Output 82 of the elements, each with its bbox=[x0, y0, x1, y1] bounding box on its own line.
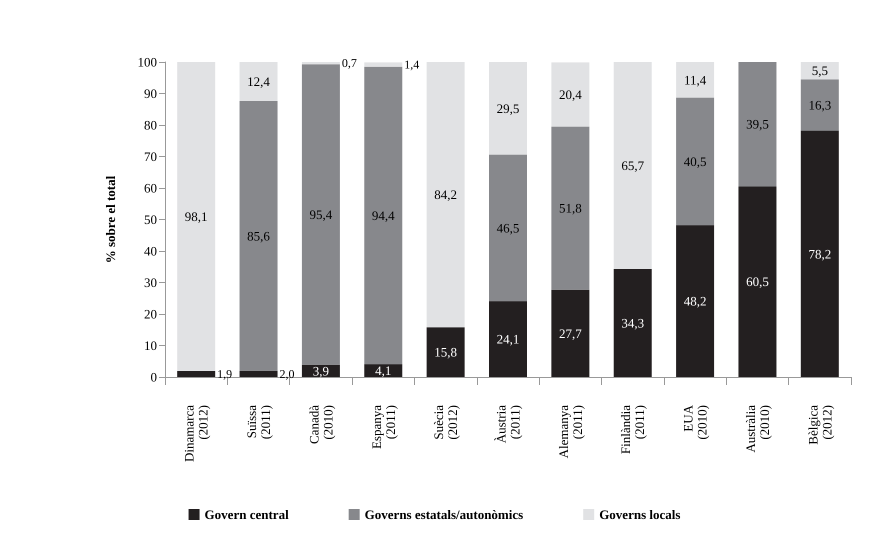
bar bbox=[800, 130, 839, 377]
bar bbox=[489, 301, 527, 377]
data-label: 16,3 bbox=[808, 97, 832, 112]
data-label: 15,8 bbox=[434, 344, 458, 360]
bar bbox=[800, 62, 839, 80]
bar bbox=[489, 62, 527, 155]
bar bbox=[240, 370, 278, 377]
bar bbox=[489, 154, 527, 302]
data-label: 85,6 bbox=[247, 228, 270, 244]
bar bbox=[426, 327, 465, 377]
x-tick-label: Suïssa (2011) bbox=[244, 404, 274, 440]
data-label: 60,5 bbox=[746, 274, 769, 290]
y-tick-label: 60 bbox=[144, 180, 157, 196]
bar bbox=[364, 66, 402, 364]
y-tick-label: 0 bbox=[150, 370, 157, 384]
x-tick-label: Suècia (2012) bbox=[431, 404, 460, 440]
y-tick-label: 50 bbox=[144, 212, 157, 227]
bar bbox=[738, 186, 776, 377]
data-label: 95,4 bbox=[310, 206, 333, 222]
bar bbox=[614, 268, 652, 377]
data-label: 78,2 bbox=[808, 246, 832, 262]
data-label: 20,4 bbox=[558, 86, 582, 102]
data-label: 29,5 bbox=[496, 100, 520, 116]
x-tick-label: Àustria (2011) bbox=[494, 404, 522, 444]
data-label: 65,7 bbox=[621, 158, 645, 173]
x-tick-label: Austràlia (2010) bbox=[742, 404, 772, 453]
x-tick-label: Canadà (2010) bbox=[306, 404, 336, 444]
y-tick-label: 100 bbox=[138, 54, 157, 70]
data-label: 46,5 bbox=[496, 220, 520, 236]
legend-label: Governs estatals/autonòmics bbox=[364, 507, 524, 522]
data-label: 24,1 bbox=[496, 332, 520, 347]
data-label: 94,4 bbox=[372, 208, 396, 223]
data-label: 3,9 bbox=[312, 363, 330, 378]
bar bbox=[676, 98, 714, 226]
y-tick-label: 10 bbox=[144, 338, 157, 353]
x-tick-label: Finlàndia (2011) bbox=[618, 404, 648, 454]
data-label: 5,5 bbox=[812, 63, 828, 78]
y-tick-label: 70 bbox=[144, 149, 157, 164]
bar bbox=[551, 290, 590, 377]
bar bbox=[551, 126, 590, 290]
y-tick-label: 80 bbox=[144, 118, 157, 132]
bar bbox=[240, 101, 278, 371]
y-tick-label: 90 bbox=[144, 86, 157, 101]
bar bbox=[240, 62, 278, 102]
data-label: 40,5 bbox=[684, 154, 706, 169]
y-axis-title: % sobre el total bbox=[103, 175, 118, 264]
x-tick-label: Bèlgica (2012) bbox=[805, 404, 834, 445]
data-label: 51,8 bbox=[558, 200, 582, 216]
data-label: 1,9 bbox=[217, 367, 232, 382]
legend-label: Govern central bbox=[204, 507, 290, 522]
x-tick-label: Dinamarca (2012) bbox=[182, 404, 211, 462]
x-tick-label: EUA (2010) bbox=[680, 404, 710, 440]
bar bbox=[177, 62, 216, 372]
data-label: 27,7 bbox=[558, 326, 582, 341]
bar bbox=[302, 64, 340, 365]
data-label: 12,4 bbox=[247, 74, 270, 90]
data-label: 11,4 bbox=[684, 72, 707, 88]
bar bbox=[614, 62, 652, 269]
bar bbox=[364, 364, 402, 377]
data-label: 98,1 bbox=[184, 209, 208, 224]
x-tick-label: Alemanya (2011) bbox=[556, 404, 585, 458]
data-label: 2,0 bbox=[280, 366, 295, 381]
bar bbox=[551, 62, 590, 127]
legend-label: Governs locals bbox=[599, 507, 680, 522]
y-tick-label: 20 bbox=[144, 306, 157, 322]
data-label: 48,2 bbox=[684, 294, 706, 309]
data-label: 0,7 bbox=[342, 56, 357, 70]
x-tick-label: Espanya (2011) bbox=[368, 404, 398, 450]
bar bbox=[364, 62, 402, 67]
data-label: 1,4 bbox=[404, 58, 420, 72]
bar bbox=[676, 225, 714, 377]
y-tick-label: 30 bbox=[144, 275, 157, 290]
data-label: 39,5 bbox=[746, 116, 769, 132]
bar bbox=[738, 62, 776, 186]
bar bbox=[177, 371, 216, 377]
bar bbox=[676, 62, 714, 98]
data-label: 4,1 bbox=[375, 363, 392, 378]
bar bbox=[800, 79, 839, 131]
data-label: 34,3 bbox=[621, 315, 644, 330]
data-label: 84,2 bbox=[434, 187, 458, 202]
y-tick-label: 40 bbox=[144, 244, 157, 258]
bar bbox=[426, 62, 465, 328]
